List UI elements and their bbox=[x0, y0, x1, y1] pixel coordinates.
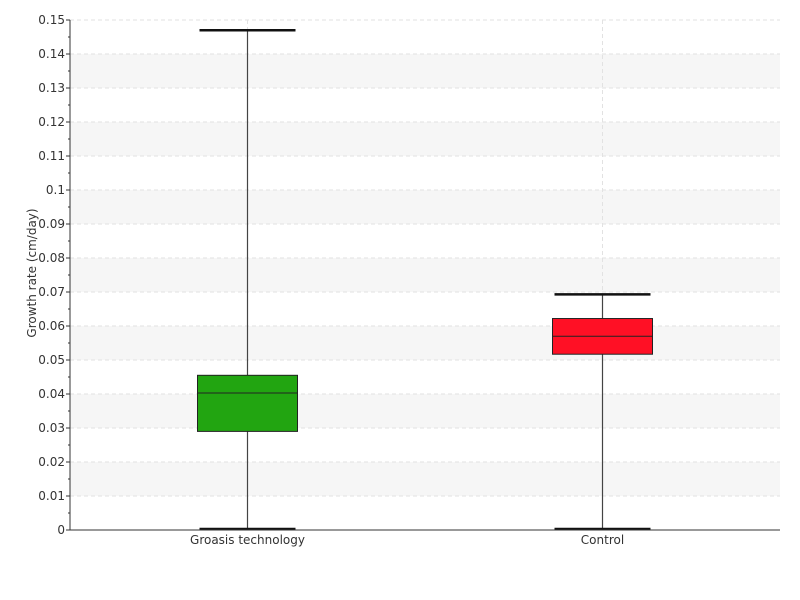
y-axis-title: Growth rate (cm/day) bbox=[25, 208, 39, 337]
y-tick-label: 0.01 bbox=[38, 489, 65, 503]
x-tick-label: Control bbox=[581, 533, 624, 547]
background-band bbox=[70, 394, 780, 428]
y-tick-label: 0.12 bbox=[38, 115, 65, 129]
y-tick-label: 0.08 bbox=[38, 251, 65, 265]
background-band bbox=[70, 326, 780, 360]
background-band bbox=[70, 462, 780, 496]
y-tick-label: 0.15 bbox=[38, 13, 65, 27]
y-tick-label: 0.09 bbox=[38, 217, 65, 231]
box-1 bbox=[552, 293, 653, 531]
box-0 bbox=[197, 28, 298, 531]
background-band bbox=[70, 258, 780, 292]
background-bands bbox=[70, 54, 780, 496]
y-tick-label: 0.07 bbox=[38, 285, 65, 299]
y-tick-labels: 0 0.01 0.02 0.03 0.04 0.05 0.06 0.07 0.08 0.09 0.1… bbox=[38, 13, 65, 537]
y-tick-label: 0.02 bbox=[38, 455, 65, 469]
iqr-box bbox=[197, 374, 298, 432]
y-tick-label: 0.06 bbox=[38, 319, 65, 333]
box-series bbox=[197, 28, 653, 531]
background-band bbox=[70, 190, 780, 224]
y-tick-label: 0.1 bbox=[46, 183, 65, 197]
axes bbox=[66, 19, 780, 531]
y-tick-label: 0.13 bbox=[38, 81, 65, 95]
y-tick-label: 0 bbox=[57, 523, 65, 537]
y-tick-label: 0.11 bbox=[38, 149, 65, 163]
y-tick-label: 0.03 bbox=[38, 421, 65, 435]
y-tick-label: 0.04 bbox=[38, 387, 65, 401]
background-band bbox=[70, 54, 780, 88]
y-tick-label: 0.14 bbox=[38, 47, 65, 61]
x-tick-label: Groasis technology bbox=[190, 533, 305, 547]
x-tick-labels: Groasis technology Control bbox=[190, 533, 624, 547]
background-band bbox=[70, 122, 780, 156]
y-tick-label: 0.05 bbox=[38, 353, 65, 367]
